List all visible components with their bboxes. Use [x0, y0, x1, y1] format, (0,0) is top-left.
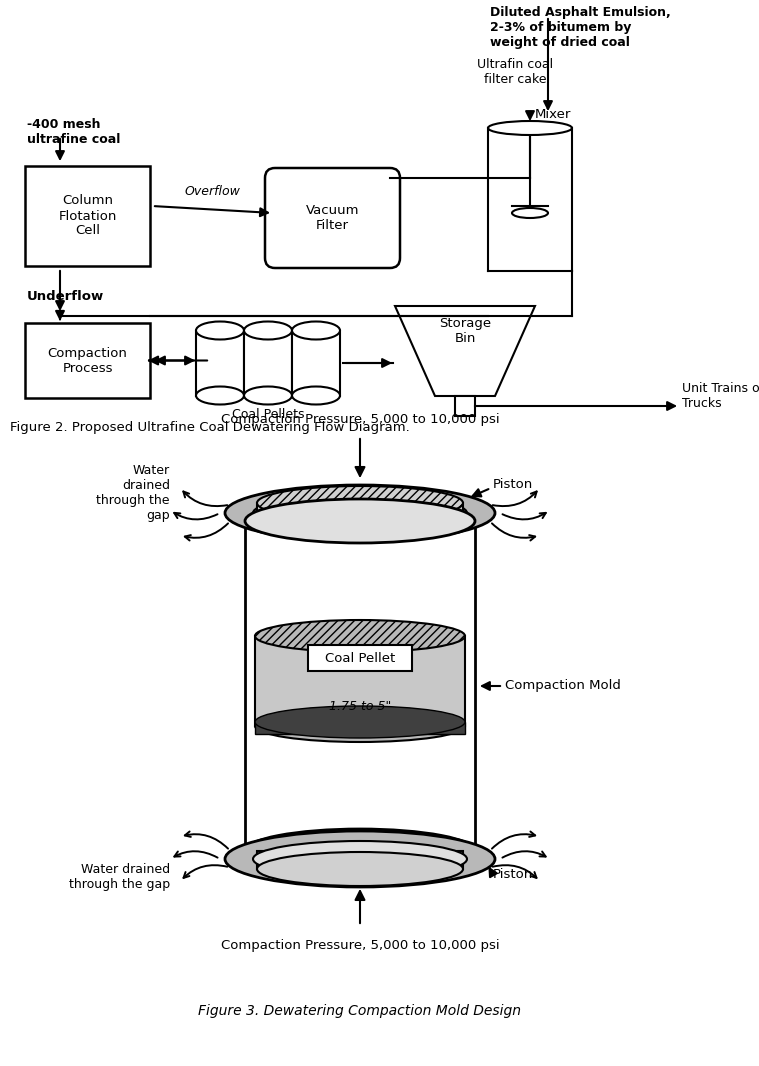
Ellipse shape: [488, 122, 572, 135]
Ellipse shape: [255, 706, 465, 738]
Bar: [244, 330, 292, 395]
Ellipse shape: [253, 495, 467, 531]
Text: Vacuum
Filter: Vacuum Filter: [306, 204, 359, 232]
Ellipse shape: [225, 831, 495, 887]
Bar: [455, 395, 475, 416]
Text: Piston: Piston: [493, 868, 534, 881]
Ellipse shape: [244, 387, 292, 404]
Ellipse shape: [196, 387, 244, 404]
Text: Figure 3. Dewatering Compaction Mold Design: Figure 3. Dewatering Compaction Mold Des…: [199, 1004, 521, 1018]
Text: Column
Flotation
Cell: Column Flotation Cell: [58, 194, 117, 238]
Text: Storage
Bin: Storage Bin: [439, 317, 491, 345]
Text: Mixer: Mixer: [535, 108, 572, 122]
Text: Water
drained
through the
gap: Water drained through the gap: [96, 464, 170, 522]
Text: Compaction Mold: Compaction Mold: [505, 679, 621, 693]
Text: 1.75 to 5": 1.75 to 5": [329, 699, 391, 712]
Text: Overflow: Overflow: [184, 185, 241, 198]
Bar: [257, 851, 463, 869]
Text: Coal Pellets: Coal Pellets: [231, 407, 304, 420]
Ellipse shape: [292, 322, 340, 339]
Ellipse shape: [245, 829, 475, 873]
FancyBboxPatch shape: [265, 168, 400, 268]
Text: Ultrafin coal
filter cake: Ultrafin coal filter cake: [477, 58, 553, 86]
Bar: [255, 722, 465, 734]
Text: Underflow: Underflow: [27, 290, 104, 303]
Bar: [25, 323, 150, 398]
Bar: [292, 330, 340, 395]
Ellipse shape: [245, 499, 475, 543]
Text: Piston: Piston: [493, 479, 534, 491]
Ellipse shape: [244, 322, 292, 339]
Ellipse shape: [512, 208, 548, 219]
Bar: [25, 166, 150, 266]
Text: Figure 2. Proposed Ultrafine Coal Dewatering Flow Diagram.: Figure 2. Proposed Ultrafine Coal Dewate…: [10, 421, 410, 434]
Ellipse shape: [257, 852, 463, 886]
Ellipse shape: [255, 710, 465, 742]
Ellipse shape: [253, 841, 467, 877]
Text: Compaction
Process: Compaction Process: [48, 346, 128, 374]
Text: -400 mesh
ultrafine coal: -400 mesh ultrafine coal: [27, 118, 121, 146]
Ellipse shape: [257, 486, 463, 520]
Polygon shape: [395, 306, 535, 395]
Bar: [257, 503, 463, 523]
Bar: [308, 645, 412, 671]
Text: Coal Pellet: Coal Pellet: [325, 651, 395, 664]
Text: Unit Trains or
Trucks: Unit Trains or Trucks: [682, 382, 759, 410]
Ellipse shape: [292, 387, 340, 404]
Text: Compaction Pressure, 5,000 to 10,000 psi: Compaction Pressure, 5,000 to 10,000 psi: [221, 413, 499, 426]
Ellipse shape: [196, 322, 244, 339]
Text: Compaction Pressure, 5,000 to 10,000 psi: Compaction Pressure, 5,000 to 10,000 psi: [221, 939, 499, 952]
Bar: [255, 636, 465, 726]
Ellipse shape: [225, 485, 495, 542]
Ellipse shape: [255, 620, 465, 652]
Bar: [196, 330, 244, 395]
Text: Water drained
through the gap: Water drained through the gap: [69, 863, 170, 891]
Text: Diluted Asphalt Emulsion,
2-3% of bitumem by
weight of dried coal: Diluted Asphalt Emulsion, 2-3% of bitume…: [490, 6, 671, 49]
